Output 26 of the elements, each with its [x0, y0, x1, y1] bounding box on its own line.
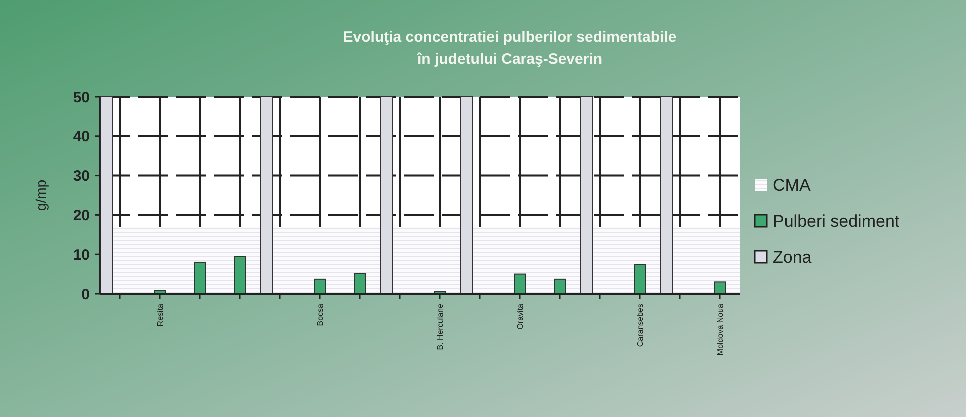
bar [634, 264, 646, 294]
x-tick-label: Bocsa [316, 303, 325, 326]
x-tick-label: B. Herculane [436, 303, 445, 350]
bar [514, 274, 526, 294]
x-tick-label: Resita [156, 303, 165, 327]
bar [314, 278, 326, 294]
y-axis-title: g/mp [33, 180, 49, 212]
chart-subtitle: în judetului Caraş-Severin [416, 51, 603, 68]
legend-label: Zona [773, 248, 812, 267]
y-tick-label: 10 [73, 246, 90, 264]
bar [234, 256, 246, 294]
x-tick-label: Oravita [516, 303, 525, 330]
y-tick-label: 0 [82, 286, 90, 304]
chart-title: Evoluţia concentratiei pulberilor sedimentabile [343, 29, 677, 46]
legend-label: Pulberi sediment [773, 212, 900, 231]
x-tick-label: Caransebes [636, 304, 645, 348]
y-tick-label: 50 [73, 89, 90, 106]
bar [554, 278, 566, 294]
bar [714, 282, 726, 294]
bar [354, 273, 366, 294]
y-tick-label: 30 [73, 168, 90, 186]
legend-label: CMA [773, 176, 812, 195]
y-tick-label: 40 [73, 128, 90, 146]
bar [194, 262, 206, 294]
y-tick-label: 20 [73, 207, 90, 224]
x-tick-label: Moldova Noua [716, 303, 725, 356]
